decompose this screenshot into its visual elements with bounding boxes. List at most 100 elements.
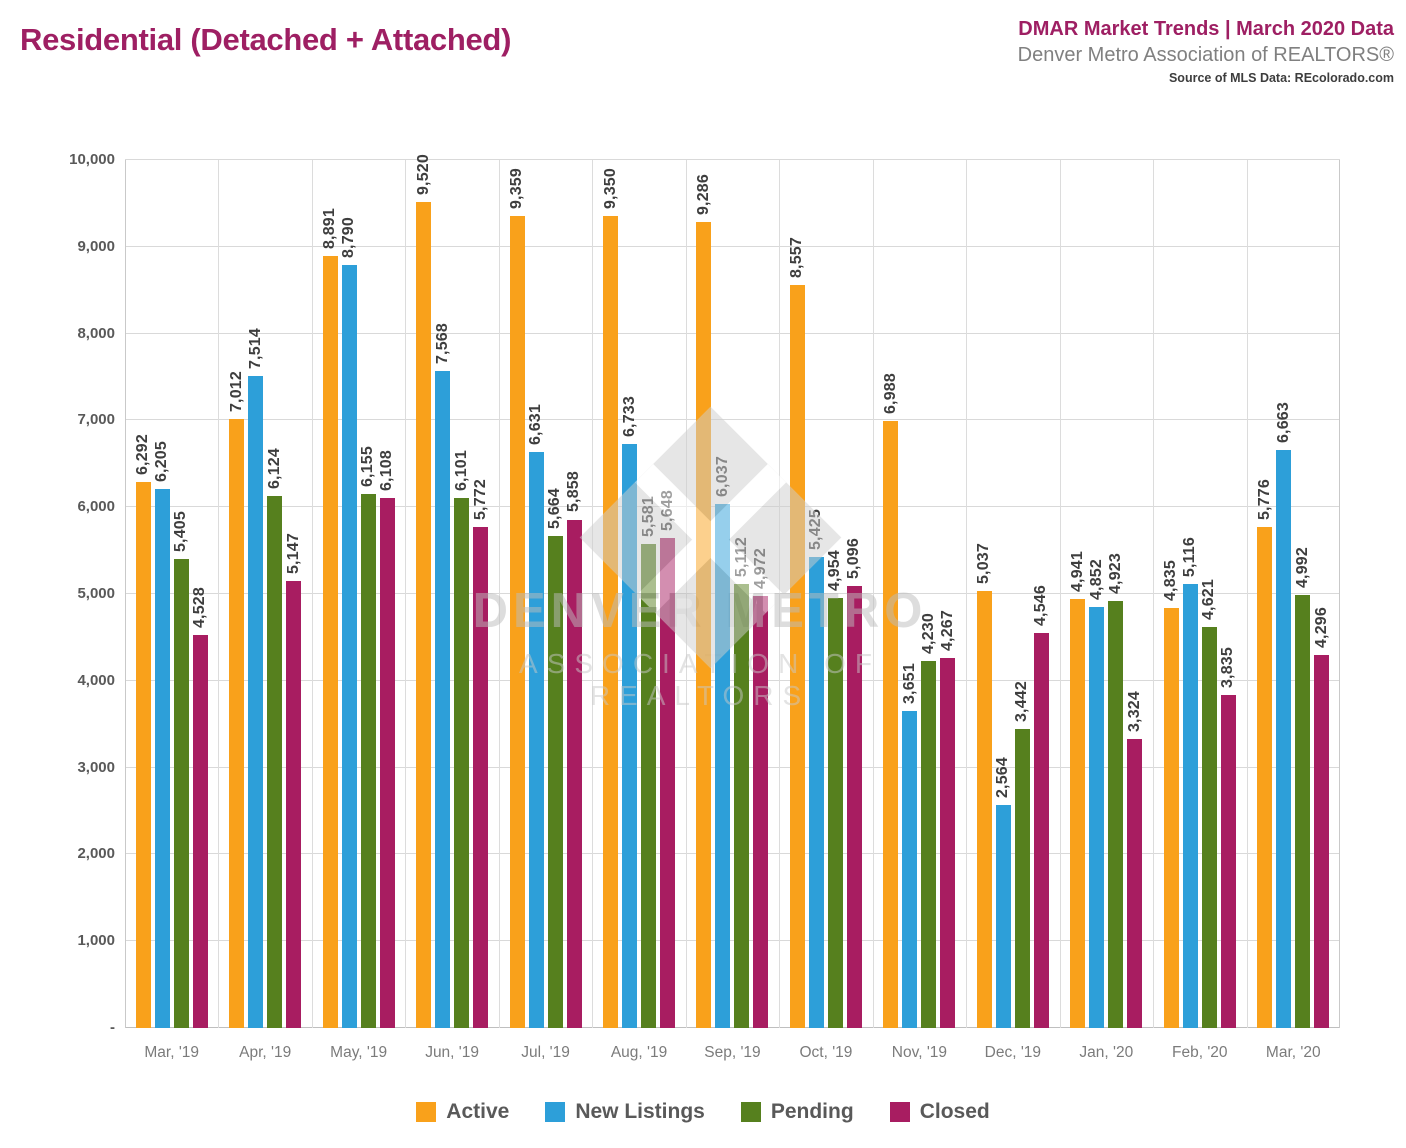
bar-value-label: 8,557 <box>788 237 806 279</box>
gridline-x <box>872 160 874 1028</box>
bar-closed <box>1220 695 1236 1028</box>
bar-slot: 6,733 <box>620 160 638 1028</box>
gridline-y <box>125 332 1340 334</box>
bar-slot: 4,835 <box>1162 160 1179 1028</box>
bar-slot: 5,425 <box>807 160 825 1028</box>
bar-slot: 5,116 <box>1181 160 1198 1028</box>
bar-value-label: 7,514 <box>246 327 264 369</box>
bar-active <box>603 216 619 1028</box>
bar-slot: 3,324 <box>1126 160 1143 1028</box>
bar-value-label: 9,350 <box>601 168 619 210</box>
bar-new-listings <box>995 805 1011 1028</box>
gridline-x <box>966 160 968 1028</box>
bar-value-label: 7,012 <box>227 371 245 413</box>
x-axis-tick-label: Sep, '19 <box>704 1044 761 1061</box>
column-chart: - 1,000 2,000 3,000 4,000 5,000 6,000 7,000 8,00… <box>69 151 1340 1061</box>
bar-closed <box>1033 633 1049 1028</box>
bar-slot: 5,581 <box>639 160 657 1028</box>
gridline-y <box>125 940 1340 942</box>
bar-value-label: 3,442 <box>1013 681 1031 723</box>
bar-value-label: 2,564 <box>994 757 1012 799</box>
bar-value-label: 5,581 <box>639 495 657 537</box>
y-axis-tick-label: 4,000 <box>77 671 115 689</box>
bar-new-listings <box>808 557 824 1028</box>
y-axis-tick-label: 9,000 <box>77 237 115 255</box>
bar-value-label: 4,992 <box>1293 546 1311 588</box>
bar-slot: 3,835 <box>1219 160 1236 1028</box>
bar-value-label: 8,790 <box>340 216 358 259</box>
bar-slot: 6,292 <box>134 160 151 1028</box>
x-axis-tick-label: Jan, '20 <box>1079 1044 1134 1061</box>
bar-group: 6,988 3,651 4,230 4,267 <box>873 160 966 1028</box>
bar-slot: 6,663 <box>1275 160 1292 1028</box>
bar-value-label: 4,528 <box>191 586 209 628</box>
gridline-x <box>405 160 407 1028</box>
bar-value-label: 5,858 <box>565 471 583 513</box>
bar-value-label: 6,733 <box>620 395 638 437</box>
x-axis-tick-label: Apr, '19 <box>239 1044 292 1061</box>
bar-new-listings <box>902 711 918 1028</box>
bar-active <box>1257 526 1273 1028</box>
bar-closed <box>566 519 582 1028</box>
bar-slot: 6,124 <box>265 160 283 1028</box>
bar-new-listings <box>435 371 451 1028</box>
bar-closed <box>379 497 395 1028</box>
bar-slot: 3,651 <box>900 160 918 1028</box>
bar-pending <box>360 493 376 1028</box>
bar-pending <box>1295 594 1311 1028</box>
bar-value-label: 6,631 <box>527 404 545 446</box>
bar-new-listings <box>341 265 357 1028</box>
bar-value-label: 5,425 <box>807 509 825 551</box>
gridline-x <box>125 160 126 1028</box>
bar-pending <box>734 584 750 1028</box>
page-title: Residential (Detached + Attached) <box>20 22 512 57</box>
bar-pending <box>921 660 937 1028</box>
x-axis-tick-label: Jul, '19 <box>521 1044 570 1061</box>
bar-slot: 6,037 <box>714 160 731 1028</box>
bar-slot: 6,205 <box>153 160 171 1028</box>
bar-closed <box>1127 739 1143 1028</box>
legend-swatch-icon <box>416 1102 437 1122</box>
bar-value-label: 4,941 <box>1068 551 1086 593</box>
x-axis-tick-label: Mar, '20 <box>1265 1044 1321 1061</box>
bar-slot: 9,520 <box>415 154 432 1028</box>
bar-slot: 6,988 <box>882 160 899 1028</box>
bar-closed <box>1314 655 1330 1028</box>
gridline-x <box>1059 160 1061 1028</box>
bar-group: 5,776 6,663 4,992 4,296 <box>1247 160 1340 1028</box>
bar-slot: 4,923 <box>1107 160 1124 1028</box>
y-axis-tick-label: 5,000 <box>77 585 115 602</box>
bar-pending <box>173 558 189 1028</box>
bar-value-label: 4,852 <box>1087 558 1105 600</box>
y-axis-tick-label: 8,000 <box>77 324 115 342</box>
bar-active <box>509 215 525 1028</box>
bar-group: 8,557 5,425 4,954 5,096 <box>779 160 872 1028</box>
bar-closed <box>192 634 208 1028</box>
bar-closed <box>286 581 302 1028</box>
bar-slot: 4,267 <box>939 160 956 1028</box>
gridline-x <box>1246 160 1248 1028</box>
bar-slot: 7,568 <box>434 160 451 1028</box>
bar-slot: 5,147 <box>284 160 302 1028</box>
bar-slot: 4,296 <box>1312 160 1330 1028</box>
bar-active <box>1163 608 1179 1028</box>
bar-active <box>976 590 992 1028</box>
bar-active <box>229 419 245 1028</box>
bar-slot: 4,621 <box>1200 160 1217 1028</box>
x-axis-tick-label: Feb, '20 <box>1172 1044 1228 1061</box>
legend-label: Active <box>446 1100 510 1123</box>
legend-swatch-icon <box>545 1102 566 1122</box>
bar-slot: 4,546 <box>1032 160 1049 1028</box>
bar-value-label: 6,205 <box>153 441 171 483</box>
bar-pending <box>827 598 843 1028</box>
bar-group: 4,835 5,116 4,621 3,835 <box>1153 160 1246 1028</box>
y-axis-tick-label: 1,000 <box>77 932 115 950</box>
bar-group: 8,891 8,790 6,155 6,108 <box>312 160 405 1028</box>
bar-value-label: 6,124 <box>265 448 283 490</box>
bar-value-label: 4,230 <box>919 612 937 654</box>
bar-pending <box>1108 600 1124 1028</box>
bar-value-label: 5,147 <box>284 533 302 575</box>
bar-value-label: 4,296 <box>1312 607 1330 649</box>
gridline-y <box>125 853 1340 855</box>
bar-value-label: 3,651 <box>900 663 918 705</box>
